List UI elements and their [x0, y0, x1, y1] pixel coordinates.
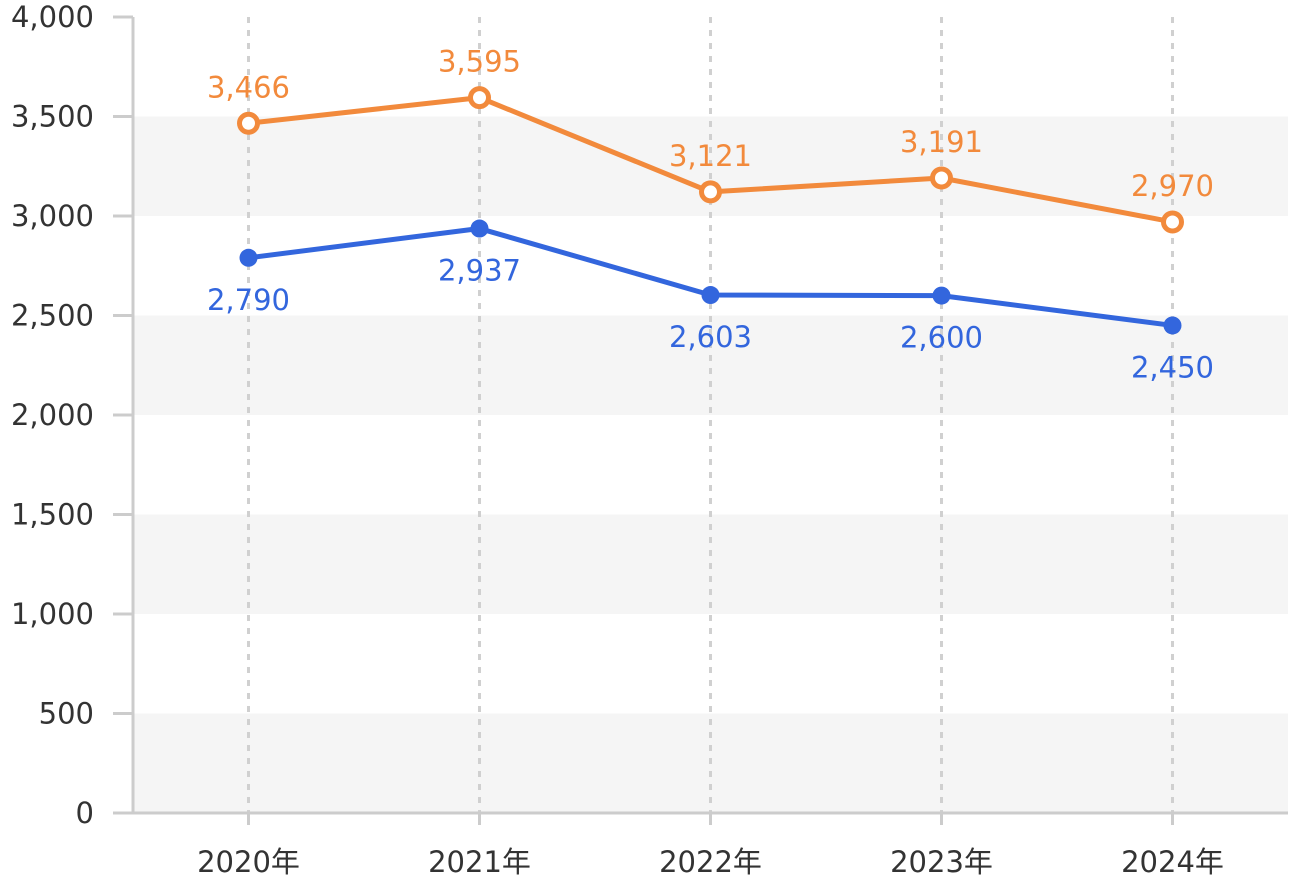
- data-label: 2,937: [438, 254, 521, 288]
- data-point: [470, 219, 489, 238]
- data-label: 2,600: [900, 321, 983, 355]
- data-label: 3,595: [438, 45, 521, 79]
- data-label: 3,121: [669, 139, 752, 173]
- x-tick-label: 2021年: [428, 845, 531, 876]
- x-tick-label: 2024年: [1121, 845, 1224, 876]
- y-tick-label: 3,500: [11, 100, 94, 134]
- data-point: [701, 286, 720, 305]
- data-point: [237, 111, 260, 135]
- data-label: 3,466: [207, 70, 290, 104]
- data-point: [1163, 316, 1182, 335]
- x-axis-ticks: 2020年 2021年 2022年 2023年 2024年: [197, 813, 1224, 876]
- data-label: 2,603: [669, 320, 752, 354]
- y-tick-label: 3,000: [11, 199, 94, 233]
- y-tick-label: 4,000: [11, 0, 94, 34]
- y-tick-label: 2,000: [11, 398, 94, 432]
- data-label: 2,970: [1131, 169, 1214, 203]
- data-point: [699, 180, 722, 204]
- data-point: [930, 166, 953, 190]
- series-layer: 3,466 3,595 3,121 3,191 2,970 2,790 2,937 2,603…: [207, 45, 1214, 385]
- data-point: [239, 248, 258, 267]
- vertical-grid-lines: [247, 17, 1174, 813]
- x-tick-label: 2022年: [659, 845, 762, 876]
- y-axis-ticks: 0 500 1,000 1,500 2,000 2,500 3,000 3,500 4,000: [11, 0, 133, 830]
- y-tick-label: 2,500: [11, 299, 94, 333]
- data-point: [468, 86, 491, 110]
- data-point: [1161, 210, 1184, 234]
- x-tick-label: 2020年: [197, 845, 300, 876]
- y-tick-label: 0: [76, 796, 94, 830]
- y-tick-label: 1,500: [11, 498, 94, 532]
- data-label: 2,790: [207, 283, 290, 317]
- y-tick-label: 1,000: [11, 597, 94, 631]
- data-label: 2,450: [1131, 350, 1214, 384]
- data-point: [932, 286, 951, 305]
- y-tick-label: 500: [39, 697, 94, 731]
- x-tick-label: 2023年: [890, 845, 993, 876]
- data-label: 3,191: [900, 125, 983, 159]
